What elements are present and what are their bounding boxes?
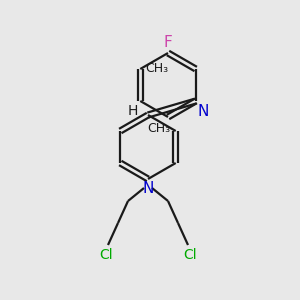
Text: Cl: Cl bbox=[183, 248, 197, 262]
Text: N: N bbox=[142, 181, 154, 196]
Text: CH₃: CH₃ bbox=[148, 122, 171, 136]
Text: H: H bbox=[128, 104, 138, 118]
Text: CH₃: CH₃ bbox=[145, 62, 168, 76]
Text: N: N bbox=[198, 104, 209, 119]
Text: Cl: Cl bbox=[99, 248, 113, 262]
Text: F: F bbox=[164, 35, 172, 50]
